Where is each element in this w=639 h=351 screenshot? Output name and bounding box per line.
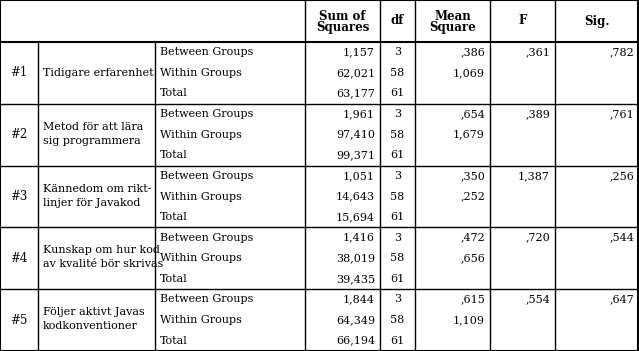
Text: ,782: ,782	[609, 47, 634, 57]
Text: 3: 3	[394, 171, 401, 181]
Text: #1: #1	[10, 66, 27, 79]
Text: Between Groups: Between Groups	[160, 47, 254, 57]
Text: 39,435: 39,435	[336, 274, 375, 284]
Text: 1,109: 1,109	[453, 315, 485, 325]
Text: Within Groups: Within Groups	[160, 130, 242, 140]
Text: 58: 58	[390, 315, 404, 325]
Text: 97,410: 97,410	[336, 130, 375, 140]
Text: 62,021: 62,021	[336, 68, 375, 78]
Text: 61: 61	[390, 274, 404, 284]
Text: Within Groups: Within Groups	[160, 68, 242, 78]
Text: ,252: ,252	[460, 192, 485, 201]
Text: 1,157: 1,157	[343, 47, 375, 57]
Text: 1,416: 1,416	[343, 233, 375, 243]
Text: Within Groups: Within Groups	[160, 315, 242, 325]
Text: ,361: ,361	[525, 47, 550, 57]
Text: 14,643: 14,643	[336, 192, 375, 201]
Text: df: df	[391, 14, 404, 27]
Text: Kunskap om hur kod: Kunskap om hur kod	[43, 245, 160, 255]
Text: Mean: Mean	[434, 9, 471, 22]
Text: av kvalité bör skrivas: av kvalité bör skrivas	[43, 259, 164, 269]
Text: 61: 61	[390, 150, 404, 160]
Text: ,350: ,350	[460, 171, 485, 181]
Text: Within Groups: Within Groups	[160, 192, 242, 201]
Text: #2: #2	[10, 128, 27, 141]
Text: ,615: ,615	[460, 294, 485, 305]
Text: 1,051: 1,051	[343, 171, 375, 181]
Text: 15,694: 15,694	[336, 212, 375, 222]
Text: Tidigare erfarenhet: Tidigare erfarenhet	[43, 68, 153, 78]
Text: 61: 61	[390, 88, 404, 99]
Text: F: F	[518, 14, 527, 27]
Text: ,554: ,554	[525, 294, 550, 305]
Text: sig programmera: sig programmera	[43, 136, 141, 146]
Text: Within Groups: Within Groups	[160, 253, 242, 263]
Text: #4: #4	[10, 252, 27, 265]
Text: 61: 61	[390, 212, 404, 222]
Text: 61: 61	[390, 336, 404, 346]
Text: Between Groups: Between Groups	[160, 233, 254, 243]
Text: kodkonventioner: kodkonventioner	[43, 321, 138, 331]
Text: Squares: Squares	[316, 20, 369, 33]
Text: 1,844: 1,844	[343, 294, 375, 305]
Text: Total: Total	[160, 212, 188, 222]
Text: ,654: ,654	[460, 109, 485, 119]
Text: ,647: ,647	[609, 294, 634, 305]
Text: 58: 58	[390, 253, 404, 263]
Text: 58: 58	[390, 130, 404, 140]
Text: Sig.: Sig.	[584, 14, 610, 27]
Text: Total: Total	[160, 88, 188, 99]
Text: 58: 58	[390, 68, 404, 78]
Text: 66,194: 66,194	[336, 336, 375, 346]
Text: Kännedom om rikt-: Kännedom om rikt-	[43, 184, 151, 193]
Text: #3: #3	[10, 190, 27, 203]
Text: 3: 3	[394, 109, 401, 119]
Text: ,761: ,761	[609, 109, 634, 119]
Text: 1,679: 1,679	[453, 130, 485, 140]
Text: Between Groups: Between Groups	[160, 109, 254, 119]
Text: ,720: ,720	[525, 233, 550, 243]
Text: Total: Total	[160, 274, 188, 284]
Text: 3: 3	[394, 47, 401, 57]
Text: Sum of: Sum of	[320, 9, 366, 22]
Text: 3: 3	[394, 233, 401, 243]
Text: ,389: ,389	[525, 109, 550, 119]
Text: 64,349: 64,349	[336, 315, 375, 325]
Text: 1,387: 1,387	[518, 171, 550, 181]
Text: 58: 58	[390, 192, 404, 201]
Text: 99,371: 99,371	[336, 150, 375, 160]
Text: 1,961: 1,961	[343, 109, 375, 119]
Text: 1,069: 1,069	[453, 68, 485, 78]
Text: ,386: ,386	[460, 47, 485, 57]
Text: ,472: ,472	[460, 233, 485, 243]
Text: ,256: ,256	[609, 171, 634, 181]
Text: Between Groups: Between Groups	[160, 171, 254, 181]
Text: Between Groups: Between Groups	[160, 294, 254, 305]
Text: ,656: ,656	[460, 253, 485, 263]
Text: 63,177: 63,177	[336, 88, 375, 99]
Text: 38,019: 38,019	[336, 253, 375, 263]
Text: Metod för att lära: Metod för att lära	[43, 122, 143, 132]
Text: Total: Total	[160, 150, 188, 160]
Text: 3: 3	[394, 294, 401, 305]
Text: linjer för Javakod: linjer för Javakod	[43, 198, 141, 207]
Text: ,544: ,544	[609, 233, 634, 243]
Text: #5: #5	[10, 313, 27, 326]
Text: Square: Square	[429, 20, 476, 33]
Text: Total: Total	[160, 336, 188, 346]
Text: Följer aktivt Javas: Följer aktivt Javas	[43, 307, 145, 317]
